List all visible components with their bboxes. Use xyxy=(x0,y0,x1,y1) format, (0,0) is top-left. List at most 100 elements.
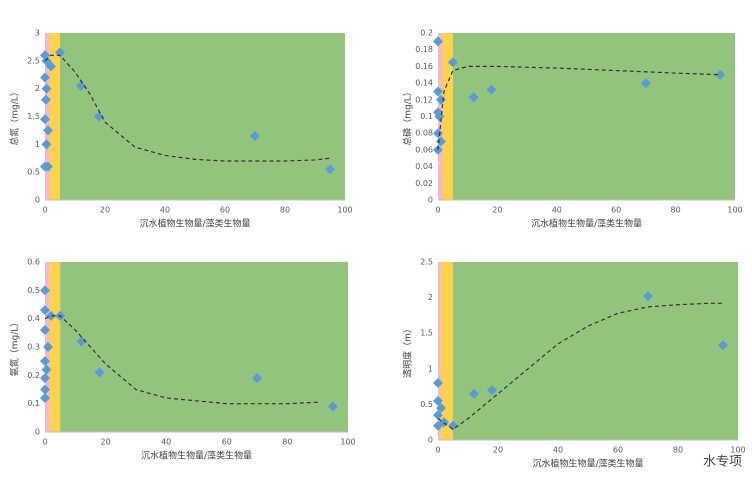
data-point xyxy=(327,401,338,412)
data-point xyxy=(447,57,458,68)
data-point xyxy=(433,410,443,421)
data-point xyxy=(486,84,497,95)
data-point xyxy=(40,384,50,395)
data-point xyxy=(46,61,56,72)
x-tick-label: 20 xyxy=(492,206,502,215)
y-tick-label: 0.5 xyxy=(420,400,433,409)
data-point xyxy=(76,336,87,347)
y-axis-label: 总磷（mg/L） xyxy=(402,87,414,146)
y-tick-label: 0.18 xyxy=(415,45,433,54)
x-axis-label: 沉水植物生物量/藻类生物量 xyxy=(139,218,250,230)
trend-line xyxy=(437,302,723,431)
data-point xyxy=(43,342,54,352)
data-point xyxy=(40,305,50,316)
x-tick-label: 20 xyxy=(493,446,503,455)
zone-band xyxy=(441,262,453,440)
y-tick-label: 0.02 xyxy=(415,179,433,188)
data-point xyxy=(250,130,260,141)
x-tick-label: 40 xyxy=(160,206,170,215)
data-point xyxy=(40,356,50,367)
y-axis-label: 氨氮（mg/L） xyxy=(9,318,21,377)
x-tick-label: 40 xyxy=(552,206,562,215)
y-tick-label: 2.5 xyxy=(27,56,40,65)
data-point xyxy=(43,125,53,136)
data-point xyxy=(468,92,479,103)
data-point xyxy=(40,94,51,105)
data-point xyxy=(469,388,479,399)
x-tick-label: 100 xyxy=(337,206,352,215)
trend-line xyxy=(44,315,318,405)
y-tick-label: 0 xyxy=(35,428,40,437)
zone-band xyxy=(438,262,441,440)
x-tick-label: 60 xyxy=(611,206,621,215)
x-tick-label: 80 xyxy=(673,446,683,455)
x-axis-label: 沉水植物生物量/藻类生物量 xyxy=(141,450,252,462)
x-tick-label: 100 xyxy=(730,446,745,455)
y-tick-label: 0.1 xyxy=(27,399,40,408)
data-point xyxy=(433,378,443,389)
y-tick-label: 3 xyxy=(35,29,40,38)
x-tick-label: 20 xyxy=(101,438,111,447)
zone-band xyxy=(49,262,61,432)
data-point xyxy=(40,373,50,384)
x-axis-label: 沉水植物生物量/藻类生物量 xyxy=(532,458,643,470)
y-tick-label: 0.12 xyxy=(415,95,433,104)
x-tick-label: 0 xyxy=(435,206,440,215)
x-tick-label: 100 xyxy=(340,438,355,447)
data-point xyxy=(41,83,52,94)
x-tick-label: 40 xyxy=(553,446,563,455)
trend-line xyxy=(437,65,721,150)
zone-band xyxy=(452,33,735,200)
x-tick-label: 100 xyxy=(727,206,742,215)
y-tick-label: 0.1 xyxy=(420,112,433,121)
x-tick-label: 80 xyxy=(280,206,290,215)
data-point xyxy=(94,367,105,378)
y-tick-label: 0.5 xyxy=(27,168,40,177)
x-tick-label: 0 xyxy=(435,446,440,455)
data-point xyxy=(433,86,443,97)
y-tick-label: 1.5 xyxy=(420,329,433,338)
data-point xyxy=(40,285,50,296)
y-tick-label: 0.2 xyxy=(420,29,433,38)
data-point xyxy=(433,36,443,47)
x-tick-label: 60 xyxy=(222,438,232,447)
data-point xyxy=(643,291,653,302)
y-tick-label: 0.16 xyxy=(415,62,433,71)
y-tick-label: 0 xyxy=(428,436,433,445)
data-point xyxy=(436,402,446,413)
y-tick-label: 1.5 xyxy=(27,112,40,121)
data-point xyxy=(41,364,52,375)
data-point xyxy=(46,310,57,321)
data-point xyxy=(435,136,446,147)
watermark: 水专项 xyxy=(703,455,742,470)
y-axis-label: 透明度（m） xyxy=(402,324,414,378)
data-point xyxy=(40,114,50,125)
data-point xyxy=(715,69,726,80)
data-point xyxy=(433,395,443,406)
data-point xyxy=(40,72,50,83)
y-tick-label: 2.5 xyxy=(420,258,433,267)
zone-band xyxy=(49,33,60,200)
data-point xyxy=(43,161,53,172)
data-point xyxy=(40,325,50,335)
y-tick-label: 0.2 xyxy=(27,371,40,380)
data-point xyxy=(433,128,443,139)
x-tick-label: 40 xyxy=(161,438,171,447)
x-tick-label: 60 xyxy=(220,206,230,215)
y-tick-label: 0.6 xyxy=(27,258,40,267)
x-tick-label: 60 xyxy=(613,446,623,455)
data-point xyxy=(40,393,50,403)
zone-band xyxy=(442,33,453,200)
y-tick-label: 0.14 xyxy=(415,79,433,88)
y-tick-label: 1 xyxy=(428,364,433,373)
y-tick-label: 1 xyxy=(35,140,40,149)
y-tick-label: 0.08 xyxy=(415,129,433,138)
y-tick-label: 0.06 xyxy=(415,145,433,154)
data-point xyxy=(41,139,52,150)
y-tick-label: 0.4 xyxy=(27,314,40,323)
y-tick-label: 0.04 xyxy=(415,162,433,171)
data-point xyxy=(76,80,86,91)
y-tick-label: 0.3 xyxy=(27,343,40,352)
data-point xyxy=(41,55,52,66)
